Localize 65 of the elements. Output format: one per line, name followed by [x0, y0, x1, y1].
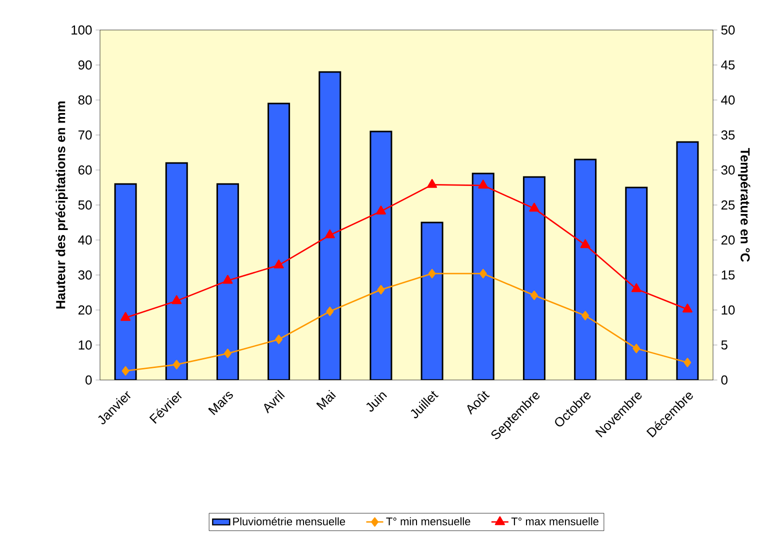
y-tick-label: 90	[78, 60, 92, 70]
y-tick-label: 30	[78, 270, 92, 280]
point	[122, 366, 130, 376]
y2-tick-label: 45	[721, 60, 735, 70]
point	[427, 179, 438, 188]
bar	[472, 172, 494, 380]
point	[120, 312, 131, 321]
bar	[370, 130, 392, 380]
bar	[574, 158, 597, 380]
point	[580, 239, 590, 248]
point	[326, 306, 334, 316]
y2-tick-label: 15	[722, 270, 735, 280]
point	[631, 283, 642, 292]
bar	[114, 183, 137, 380]
point	[324, 229, 335, 238]
point	[376, 206, 386, 214]
point	[682, 304, 692, 312]
bar	[165, 162, 188, 380]
bar	[216, 183, 239, 380]
point	[632, 344, 640, 354]
y2-tick-label: 0	[721, 375, 728, 385]
y-tick-label: 50	[78, 200, 92, 210]
point	[274, 260, 284, 268]
y-tick-label: 100	[72, 25, 92, 35]
y-tick-label: 10	[78, 340, 92, 350]
y2-tick-label: 25	[721, 200, 735, 210]
point	[684, 358, 692, 368]
y2-tick-label: 20	[721, 235, 735, 245]
bar	[318, 71, 342, 380]
bar	[268, 102, 290, 380]
point	[275, 334, 282, 344]
bar	[420, 222, 444, 380]
y-tick-label: 0	[86, 375, 92, 385]
y-tick-label: 60	[78, 165, 92, 175]
point	[530, 290, 538, 300]
legend-label: T° max mensuelle	[511, 517, 598, 526]
point	[172, 360, 180, 370]
point	[222, 274, 233, 284]
y2-tick-label: 30	[721, 165, 735, 175]
point	[582, 310, 589, 320]
y-tick-label: 40	[78, 235, 92, 245]
y2-tick-label: 50	[721, 25, 735, 35]
y2-tick-label: 35	[721, 130, 735, 140]
legend-label: Pluviométrie mensuelle	[233, 517, 346, 526]
point	[224, 348, 232, 358]
y2-tick-label: 40	[721, 95, 735, 105]
x-tick-label: Mai	[316, 390, 336, 410]
point	[479, 268, 487, 278]
y-tick-label: 80	[78, 95, 92, 105]
y2-axis-title: Température en °C	[738, 148, 750, 262]
y-tick-label: 20	[78, 305, 92, 315]
y2-tick-label: 5	[721, 340, 728, 350]
point	[529, 202, 540, 212]
point	[428, 268, 436, 278]
point	[172, 295, 182, 304]
y-axis-title: Hauteur des précipitations en mm	[56, 101, 68, 308]
bar	[625, 186, 648, 380]
legend-label: T° min mensuelle	[386, 517, 470, 526]
x-tick-label: Juin	[366, 392, 387, 412]
bar	[676, 141, 699, 380]
point	[377, 285, 385, 294]
y2-tick-label: 10	[722, 305, 735, 315]
point	[478, 180, 488, 189]
y-tick-label: 70	[78, 130, 92, 140]
bar	[522, 176, 546, 380]
